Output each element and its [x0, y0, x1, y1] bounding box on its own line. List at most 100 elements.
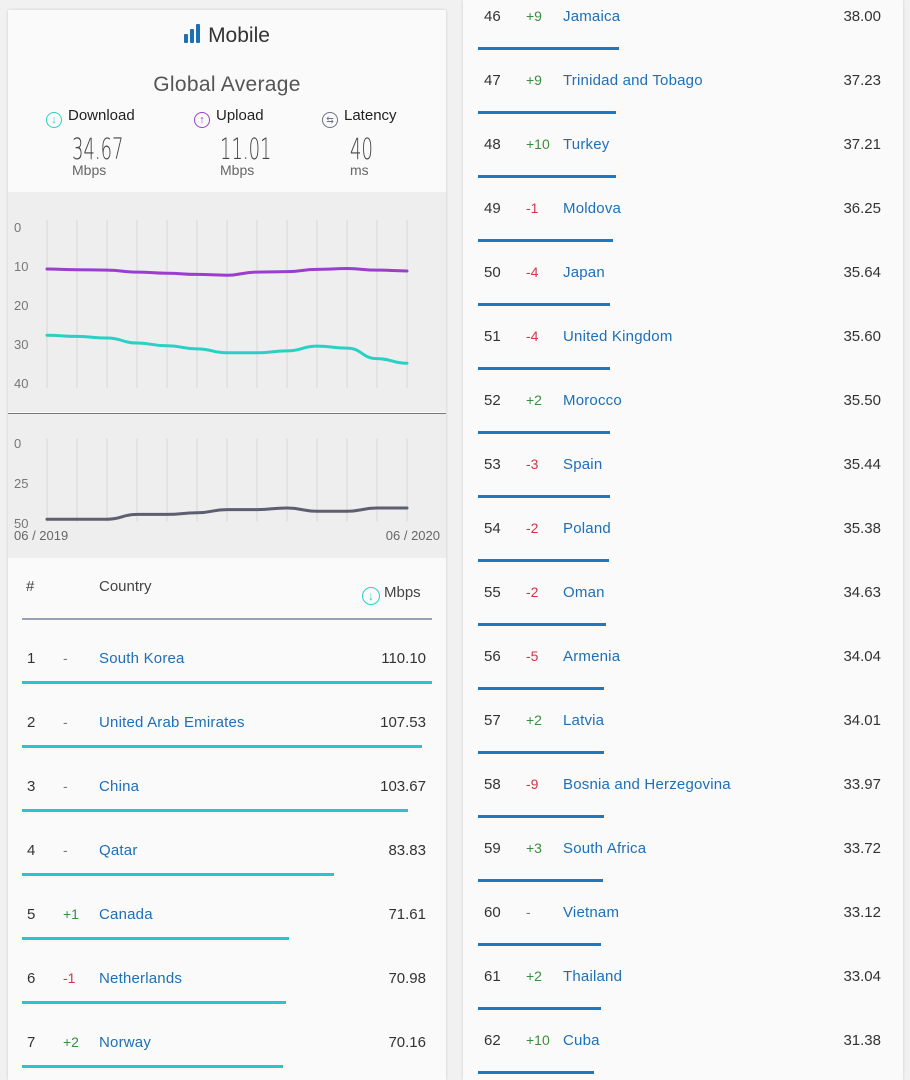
row-speed-bar [478, 623, 606, 626]
row-rank-change: +2 [526, 392, 542, 408]
row-rank-change: +2 [63, 1034, 79, 1050]
row-speed-value: 70.98 [388, 970, 426, 987]
table-row[interactable]: 49 -1 Moldova 36.25 [463, 184, 903, 248]
latency-line-chart: 0 25 50 06 / 2019 06 / 2020 [8, 413, 446, 558]
table-row[interactable]: 3 - China 103.67 [8, 750, 446, 814]
row-country-link[interactable]: Japan [563, 264, 605, 281]
row-speed-bar [22, 681, 432, 684]
row-country-link[interactable]: Cuba [563, 1032, 600, 1049]
download-metric: ↓ Download 34.67 Mbps [46, 107, 155, 178]
table-row[interactable]: 51 -4 United Kingdom 35.60 [463, 312, 903, 376]
table-row[interactable]: 53 -3 Spain 35.44 [463, 440, 903, 504]
chart-start-date: 06 / 2019 [14, 528, 69, 543]
row-rank: 49 [484, 200, 501, 217]
row-speed-bar [22, 1001, 286, 1004]
row-speed-bar [22, 1065, 283, 1068]
y-tick-label: 10 [14, 259, 28, 274]
row-country-link[interactable]: Netherlands [99, 970, 183, 987]
row-speed-value: 71.61 [388, 906, 426, 923]
row-country-link[interactable]: Armenia [563, 648, 621, 665]
row-country-link[interactable]: Turkey [563, 136, 610, 153]
row-country-link[interactable]: Latvia [563, 712, 605, 729]
table-row[interactable]: 6 -1 Netherlands 70.98 [8, 942, 446, 1006]
country-header[interactable]: Country [99, 578, 152, 595]
upload-unit: Mbps [220, 162, 255, 178]
row-country-link[interactable]: Vietnam [563, 904, 620, 921]
speed-chart-svg: 0 10 20 30 40 [14, 220, 409, 391]
row-country-link[interactable]: Canada [99, 906, 153, 923]
table-row[interactable]: 61 +2 Thailand 33.04 [463, 952, 903, 1016]
y-tick-label: 0 [14, 436, 21, 451]
y-tick-label: 0 [14, 220, 21, 235]
table-row[interactable]: 52 +2 Morocco 35.50 [463, 376, 903, 440]
table-row[interactable]: 55 -2 Oman 34.63 [463, 568, 903, 632]
download-arrow-icon: ↓ [362, 587, 380, 605]
table-row[interactable]: 48 +10 Turkey 37.21 [463, 120, 903, 184]
table-row[interactable]: 4 - Qatar 83.83 [8, 814, 446, 878]
row-speed-value: 83.83 [388, 842, 426, 859]
row-country-link[interactable]: Bosnia and Herzegovina [563, 776, 731, 793]
row-country-link[interactable]: Morocco [563, 392, 622, 409]
ranking-panel-continued: 46 +9 Jamaica 38.00 47 +9 Trinidad and Tobago 3… [463, 0, 903, 1080]
row-rank: 57 [484, 712, 501, 729]
table-row[interactable]: 2 - United Arab Emirates 107.53 [8, 686, 446, 750]
row-country-link[interactable]: United Kingdom [563, 328, 673, 345]
row-speed-bar [478, 1071, 594, 1074]
row-country-link[interactable]: Trinidad and Tobago [563, 72, 703, 89]
row-country-link[interactable]: South Africa [563, 840, 647, 857]
row-country-link[interactable]: China [99, 778, 140, 795]
row-country-link[interactable]: Jamaica [563, 8, 621, 25]
table-row[interactable]: 54 -2 Poland 35.38 [463, 504, 903, 568]
row-rank-change: - [63, 714, 68, 730]
table-row[interactable]: 5 +1 Canada 71.61 [8, 878, 446, 942]
y-tick-label: 25 [14, 476, 28, 491]
row-country-link[interactable]: Moldova [563, 200, 622, 217]
row-country-link[interactable]: Norway [99, 1034, 152, 1051]
row-speed-value: 34.01 [843, 712, 881, 729]
row-rank-change: +3 [526, 840, 542, 856]
row-speed-value: 33.97 [843, 776, 881, 793]
row-speed-bar [478, 687, 604, 690]
row-rank: 60 [484, 904, 501, 921]
row-country-link[interactable]: Oman [563, 584, 605, 601]
row-rank: 48 [484, 136, 501, 153]
download-label: Download [68, 107, 135, 124]
row-speed-bar [22, 809, 408, 812]
table-row[interactable]: 7 +2 Norway 70.16 [8, 1006, 446, 1070]
row-speed-value: 36.25 [843, 200, 881, 217]
row-speed-bar [478, 303, 610, 306]
row-speed-value: 110.10 [381, 650, 426, 667]
row-country-link[interactable]: Thailand [563, 968, 623, 985]
speed-header[interactable]: ↓ Mbps [362, 584, 421, 605]
table-row[interactable]: 47 +9 Trinidad and Tobago 37.23 [463, 56, 903, 120]
table-row[interactable]: 62 +10 Cuba 31.38 [463, 1016, 903, 1080]
row-speed-value: 35.64 [843, 264, 881, 281]
row-speed-value: 70.16 [388, 1034, 426, 1051]
row-rank: 1 [27, 650, 36, 667]
table-row[interactable]: 56 -5 Armenia 34.04 [463, 632, 903, 696]
mobile-panel: Mobile Global Average ↓ Download 34.67 Mb… [8, 10, 446, 1080]
row-rank: 46 [484, 8, 501, 25]
row-speed-bar [478, 559, 609, 562]
row-rank-change: +1 [63, 906, 79, 922]
row-speed-value: 34.04 [843, 648, 881, 665]
table-row[interactable]: 46 +9 Jamaica 38.00 [463, 0, 903, 56]
row-country-link[interactable]: United Arab Emirates [99, 714, 245, 731]
global-average-title: Global Average [153, 73, 301, 96]
table-row[interactable]: 58 -9 Bosnia and Herzegovina 33.97 [463, 760, 903, 824]
row-country-link[interactable]: South Korea [99, 650, 185, 667]
row-speed-bar [478, 175, 616, 178]
table-row[interactable]: 57 +2 Latvia 34.01 [463, 696, 903, 760]
table-row[interactable]: 59 +3 South Africa 33.72 [463, 824, 903, 888]
series-line-download [45, 333, 409, 365]
row-country-link[interactable]: Qatar [99, 842, 138, 859]
row-country-link[interactable]: Poland [563, 520, 611, 537]
mobile-title: Mobile [8, 24, 446, 49]
table-row[interactable]: 60 - Vietnam 33.12 [463, 888, 903, 952]
row-rank: 5 [27, 906, 36, 923]
row-rank: 54 [484, 520, 501, 537]
table-row[interactable]: 50 -4 Japan 35.64 [463, 248, 903, 312]
table-row[interactable]: 1 - South Korea 110.10 [8, 622, 446, 686]
row-country-link[interactable]: Spain [563, 456, 603, 473]
row-rank: 3 [27, 778, 36, 795]
